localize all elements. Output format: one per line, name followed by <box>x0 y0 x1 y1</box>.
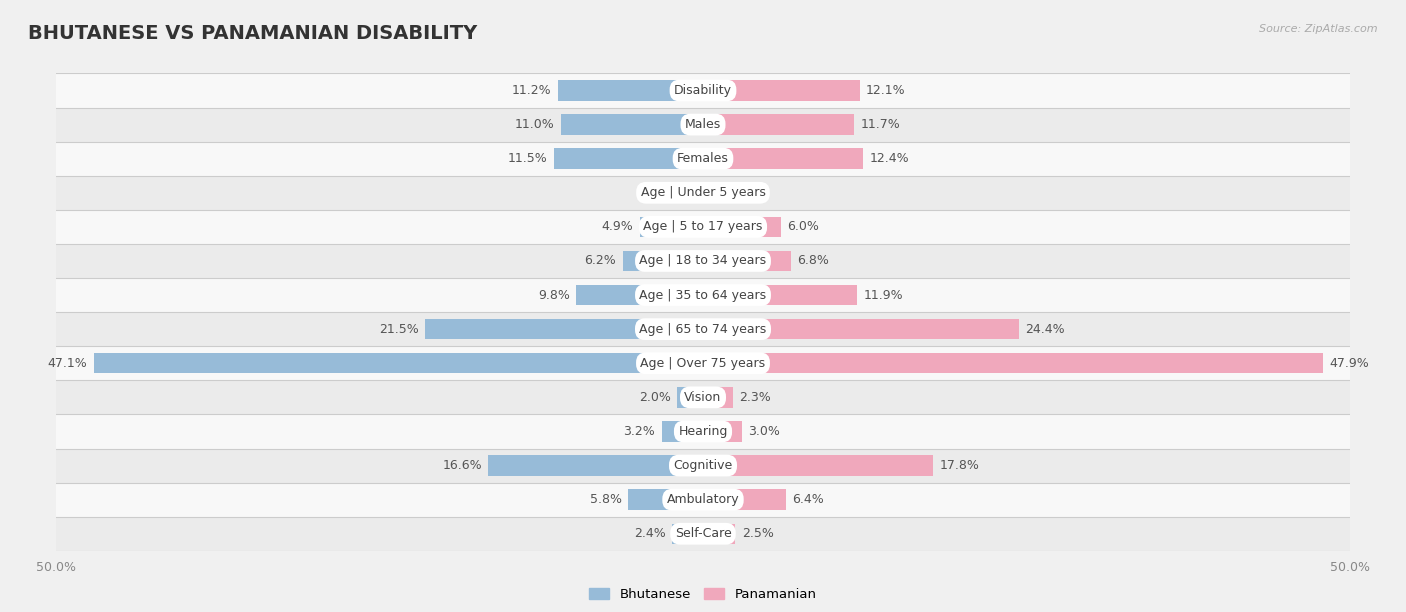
Bar <box>672 523 703 544</box>
Legend: Bhutanese, Panamanian: Bhutanese, Panamanian <box>583 582 823 606</box>
Bar <box>703 319 1018 340</box>
Bar <box>554 149 703 169</box>
Text: 11.2%: 11.2% <box>512 84 551 97</box>
Text: Hearing: Hearing <box>678 425 728 438</box>
Text: 3.0%: 3.0% <box>748 425 780 438</box>
Bar <box>623 251 703 271</box>
Text: Age | 35 to 64 years: Age | 35 to 64 years <box>640 289 766 302</box>
Bar <box>56 414 1350 449</box>
Bar <box>56 278 1350 312</box>
Bar <box>703 490 786 510</box>
Bar <box>703 114 855 135</box>
Bar <box>703 285 856 305</box>
Text: 5.8%: 5.8% <box>589 493 621 506</box>
Bar <box>703 149 863 169</box>
Text: 9.8%: 9.8% <box>538 289 569 302</box>
Text: Age | 18 to 34 years: Age | 18 to 34 years <box>640 255 766 267</box>
Bar <box>56 244 1350 278</box>
Bar <box>678 387 703 408</box>
Bar <box>688 182 703 203</box>
Text: 6.4%: 6.4% <box>792 493 824 506</box>
Text: Cognitive: Cognitive <box>673 459 733 472</box>
Bar <box>56 517 1350 551</box>
Text: 47.1%: 47.1% <box>48 357 87 370</box>
Bar <box>56 449 1350 483</box>
Text: 11.5%: 11.5% <box>508 152 548 165</box>
Text: Age | Under 5 years: Age | Under 5 years <box>641 186 765 200</box>
Bar <box>558 80 703 101</box>
Text: 17.8%: 17.8% <box>939 459 980 472</box>
Text: Source: ZipAtlas.com: Source: ZipAtlas.com <box>1260 24 1378 34</box>
Bar <box>56 108 1350 141</box>
Text: 2.4%: 2.4% <box>634 528 665 540</box>
Text: 21.5%: 21.5% <box>378 323 419 335</box>
Text: Disability: Disability <box>673 84 733 97</box>
Bar <box>703 217 780 237</box>
Bar <box>703 353 1323 373</box>
Text: 2.3%: 2.3% <box>740 391 770 404</box>
Text: Males: Males <box>685 118 721 131</box>
Text: 11.0%: 11.0% <box>515 118 554 131</box>
Text: Females: Females <box>678 152 728 165</box>
Text: 6.8%: 6.8% <box>797 255 830 267</box>
Text: 2.0%: 2.0% <box>638 391 671 404</box>
Text: 12.4%: 12.4% <box>870 152 910 165</box>
Bar <box>703 251 792 271</box>
Bar <box>703 182 720 203</box>
Text: Ambulatory: Ambulatory <box>666 493 740 506</box>
Text: 12.1%: 12.1% <box>866 84 905 97</box>
Text: Vision: Vision <box>685 391 721 404</box>
Text: 11.9%: 11.9% <box>863 289 903 302</box>
Bar <box>56 312 1350 346</box>
Bar <box>425 319 703 340</box>
Text: Age | Over 75 years: Age | Over 75 years <box>641 357 765 370</box>
Bar <box>703 421 742 442</box>
Text: 6.0%: 6.0% <box>787 220 818 233</box>
Text: 24.4%: 24.4% <box>1025 323 1064 335</box>
Text: Self-Care: Self-Care <box>675 528 731 540</box>
Bar <box>94 353 703 373</box>
Text: 6.2%: 6.2% <box>585 255 616 267</box>
Text: 3.2%: 3.2% <box>623 425 655 438</box>
Text: 47.9%: 47.9% <box>1329 357 1369 370</box>
Bar <box>56 346 1350 380</box>
Text: 11.7%: 11.7% <box>860 118 901 131</box>
Text: 1.3%: 1.3% <box>727 186 758 200</box>
Bar <box>56 210 1350 244</box>
Bar <box>56 483 1350 517</box>
Bar <box>56 141 1350 176</box>
Text: 16.6%: 16.6% <box>441 459 482 472</box>
Text: BHUTANESE VS PANAMANIAN DISABILITY: BHUTANESE VS PANAMANIAN DISABILITY <box>28 24 478 43</box>
Bar <box>576 285 703 305</box>
Text: 1.2%: 1.2% <box>650 186 681 200</box>
Bar <box>640 217 703 237</box>
Bar <box>488 455 703 476</box>
Bar <box>56 380 1350 414</box>
Bar <box>662 421 703 442</box>
Bar <box>703 523 735 544</box>
Bar <box>56 73 1350 108</box>
Text: Age | 65 to 74 years: Age | 65 to 74 years <box>640 323 766 335</box>
Bar <box>703 387 733 408</box>
Bar <box>703 80 859 101</box>
Bar <box>561 114 703 135</box>
Text: 2.5%: 2.5% <box>742 528 773 540</box>
Text: Age | 5 to 17 years: Age | 5 to 17 years <box>644 220 762 233</box>
Bar <box>56 176 1350 210</box>
Bar <box>628 490 703 510</box>
Text: 4.9%: 4.9% <box>602 220 633 233</box>
Bar <box>703 455 934 476</box>
